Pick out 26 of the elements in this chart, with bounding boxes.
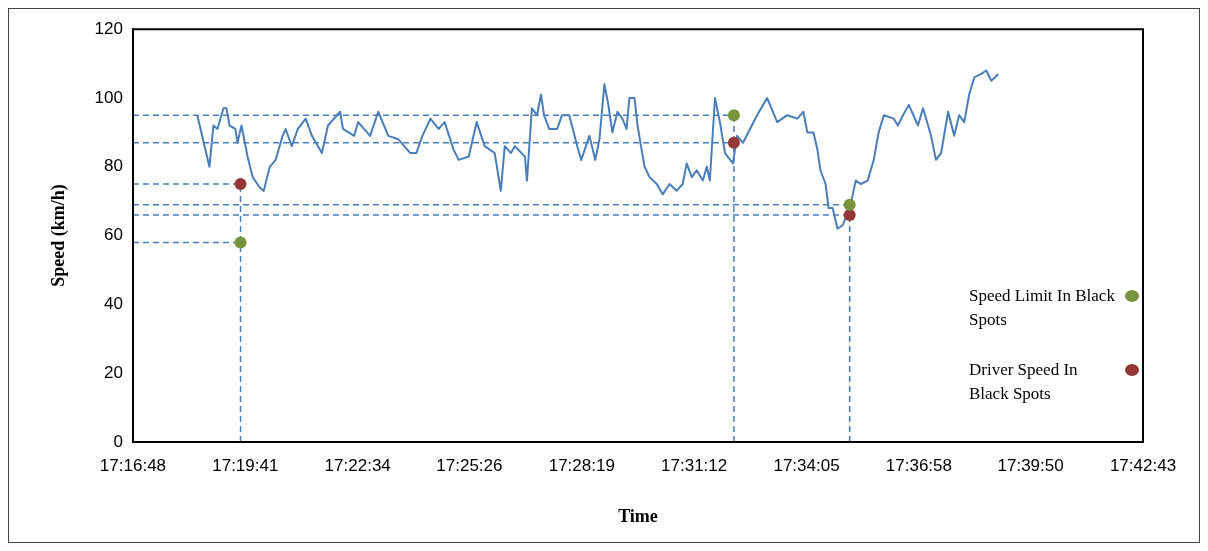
x-tick-label: 17:34:05 — [773, 455, 840, 475]
y-tick-label: 0 — [113, 431, 123, 451]
point — [234, 236, 247, 249]
point — [234, 178, 247, 190]
x-tick-label: 17:42:43 — [1109, 455, 1177, 475]
y-tick-label: 60 — [104, 225, 123, 245]
y-tick-label: 80 — [104, 156, 123, 176]
point — [727, 109, 740, 122]
legend-label: Speed Limit In Black Spots — [969, 285, 1116, 331]
x-tick-label: 17:16:48 — [99, 455, 167, 475]
x-tick-label: 17:39:50 — [997, 455, 1064, 475]
text: Driver Speed In Black Spots — [969, 359, 1079, 405]
x-tick-label: 17:31:12 — [661, 455, 728, 475]
x-tick-label: 17:25:26 — [436, 455, 503, 475]
x-tick-label: 17:22:34 — [324, 455, 391, 475]
x-axis-title: Time — [618, 505, 658, 526]
y-tick-label: 40 — [104, 294, 123, 314]
point — [727, 136, 740, 149]
y-tick-label: 120 — [94, 18, 123, 38]
y-axis-title: Speed (km/h) — [48, 184, 70, 287]
point — [843, 198, 856, 211]
y-tick-label: 100 — [94, 87, 123, 107]
y-tick-label: 20 — [104, 362, 123, 382]
x-tick-label: 17:36:58 — [885, 455, 952, 475]
x-tick-label: 17:19:41 — [212, 455, 279, 475]
x-tick-label: 17:28:19 — [548, 455, 615, 475]
